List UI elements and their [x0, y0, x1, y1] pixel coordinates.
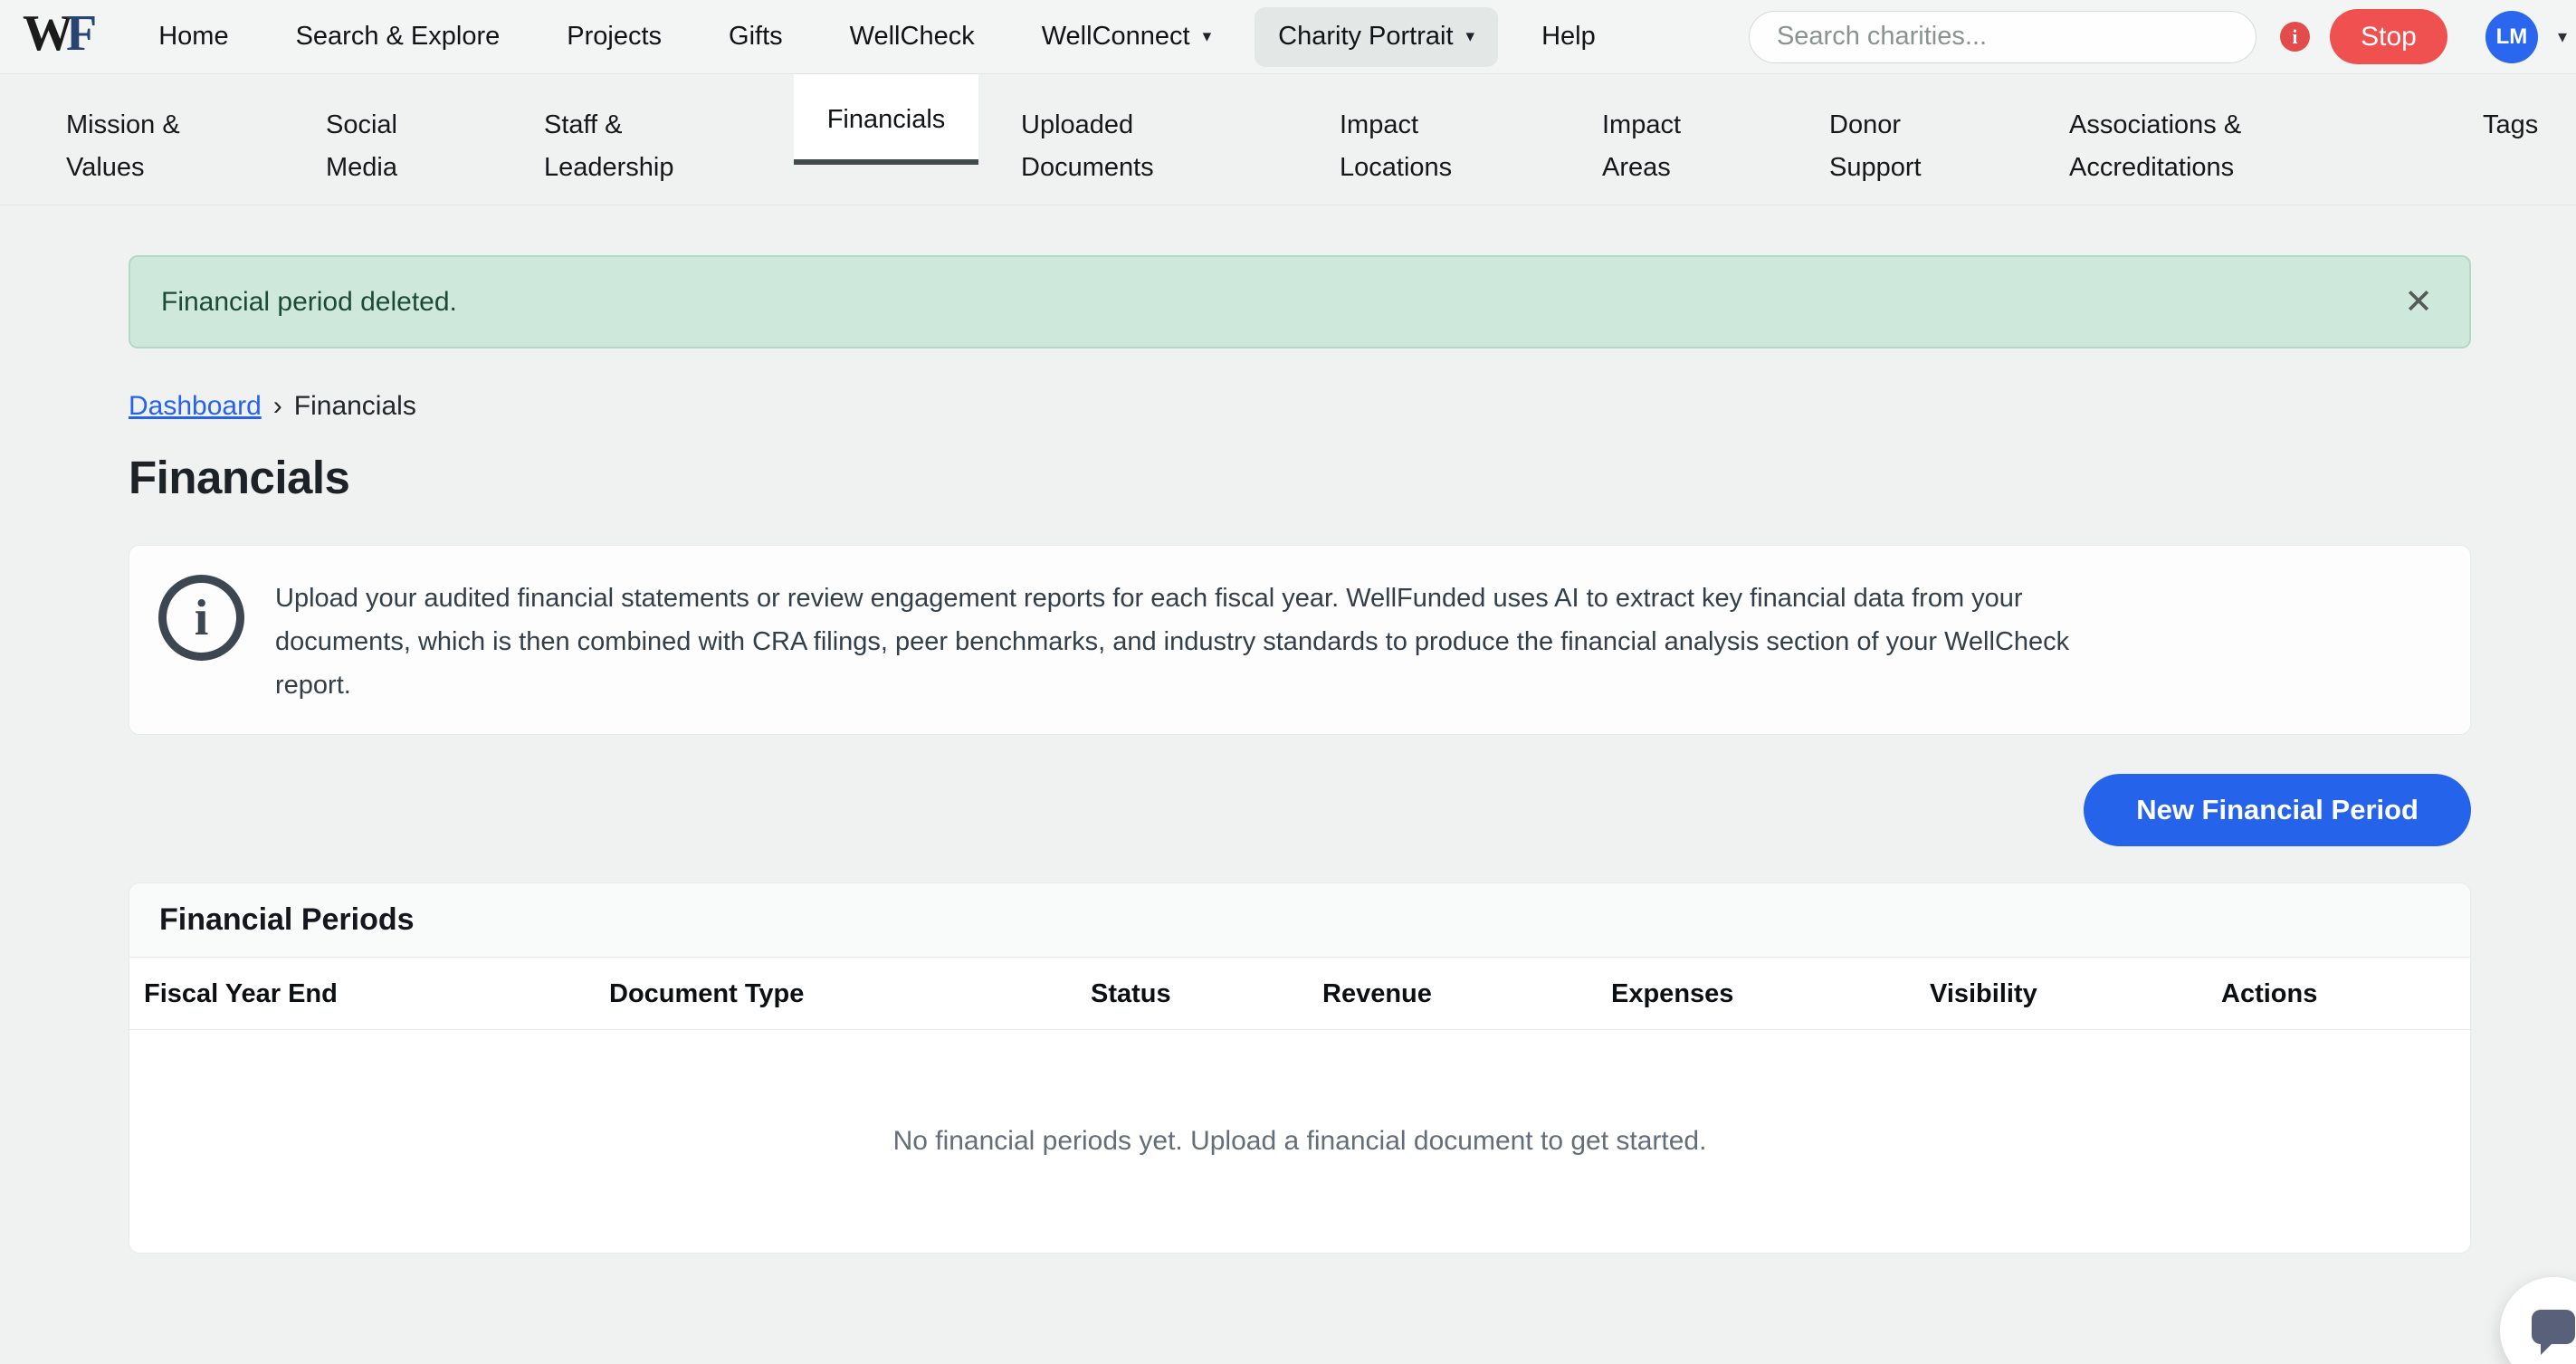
new-financial-period-button[interactable]: New Financial Period — [2084, 774, 2471, 846]
breadcrumb-separator: › — [272, 391, 282, 421]
nav-item-search-explore[interactable]: Search & Explore — [295, 22, 501, 51]
tab-social-media[interactable]: Social Media — [326, 110, 397, 182]
tab-staff-leadership[interactable]: Staff & Leadership — [544, 110, 674, 182]
nav-item-gifts[interactable]: Gifts — [729, 22, 783, 51]
nav-item-wellconnect[interactable]: WellConnect ▾ — [1041, 22, 1212, 51]
wellfunded-logo[interactable]: WF — [23, 5, 97, 62]
nav-item-home[interactable]: Home — [158, 22, 229, 51]
close-icon[interactable]: ✕ — [2404, 282, 2433, 321]
tab-impact-locations[interactable]: Impact Locations — [1340, 110, 1453, 182]
breadcrumb-dashboard-link[interactable]: Dashboard — [129, 391, 262, 421]
actions-row: New Financial Period — [129, 774, 2471, 846]
col-visibility: Visibility — [1930, 978, 2037, 1008]
tab-mission-values[interactable]: Mission & Values — [66, 110, 180, 182]
financial-periods-card: Financial Periods Fiscal Year End Docume… — [129, 882, 2471, 1254]
stop-button[interactable]: Stop — [2329, 9, 2447, 64]
breadcrumb: Dashboard › Financials — [129, 391, 2471, 422]
success-alert: Financial period deleted. ✕ — [129, 255, 2471, 348]
main-nav: Home Search & Explore Projects Gifts Wel… — [158, 6, 1663, 67]
search-input[interactable] — [1748, 10, 2256, 63]
notification-badge-icon[interactable]: i — [2279, 22, 2310, 52]
table-empty-state: No financial periods yet. Upload a finan… — [129, 1030, 2470, 1253]
top-navigation: WF Home Search & Explore Projects Gifts … — [0, 0, 2576, 74]
card-header: Financial Periods — [129, 883, 2470, 958]
tab-tags[interactable]: Tags — [2483, 110, 2539, 139]
search-container — [1748, 10, 2256, 63]
col-fiscal-year-end: Fiscal Year End — [144, 978, 338, 1008]
breadcrumb-current: Financials — [293, 391, 416, 421]
chevron-down-icon: ▾ — [1465, 27, 1475, 46]
alert-message: Financial period deleted. — [161, 286, 457, 317]
tab-impact-areas[interactable]: Impact Areas — [1602, 110, 1682, 182]
col-revenue: Revenue — [1322, 978, 1432, 1008]
tab-uploaded-documents[interactable]: Uploaded Documents — [1021, 110, 1154, 182]
main-content: Financial period deleted. ✕ Dashboard › … — [129, 255, 2471, 1254]
info-circle-icon: i — [158, 575, 244, 661]
page-title: Financials — [129, 452, 350, 503]
tab-donor-support[interactable]: Donor Support — [1829, 110, 1922, 182]
table-header-row: Fiscal Year End Document Type Status Rev… — [129, 958, 2470, 1030]
logo-letter-f: F — [66, 5, 97, 62]
nav-item-help[interactable]: Help — [1541, 22, 1596, 51]
portrait-tab-bar: Mission & Values Social Media Staff & Le… — [0, 74, 2576, 205]
info-banner: i Upload your audited financial statemen… — [129, 545, 2471, 735]
col-status: Status — [1091, 978, 1171, 1008]
chat-launcher-button[interactable] — [2500, 1277, 2576, 1364]
col-expenses: Expenses — [1611, 978, 1734, 1008]
nav-item-charity-portrait[interactable]: Charity Portrait ▾ — [1255, 6, 1499, 67]
empty-state-message: No financial periods yet. Upload a finan… — [892, 1126, 1707, 1156]
info-banner-text: Upload your audited financial statements… — [275, 584, 2070, 700]
account-chevron-down-icon[interactable]: ▾ — [2557, 27, 2567, 47]
tab-financials[interactable]: Financials — [794, 74, 978, 165]
col-document-type: Document Type — [609, 978, 805, 1008]
nav-item-wellcheck[interactable]: WellCheck — [849, 22, 975, 51]
chat-bubble-icon — [2532, 1310, 2575, 1355]
tab-associations-accreditations[interactable]: Associations & Accreditations — [2069, 110, 2242, 182]
col-actions: Actions — [2221, 978, 2318, 1008]
nav-item-projects[interactable]: Projects — [567, 22, 663, 51]
chevron-down-icon: ▾ — [1202, 27, 1212, 46]
logo-letter-w: W — [23, 5, 73, 62]
avatar[interactable]: LM — [2485, 10, 2538, 63]
card-title: Financial Periods — [159, 902, 415, 937]
